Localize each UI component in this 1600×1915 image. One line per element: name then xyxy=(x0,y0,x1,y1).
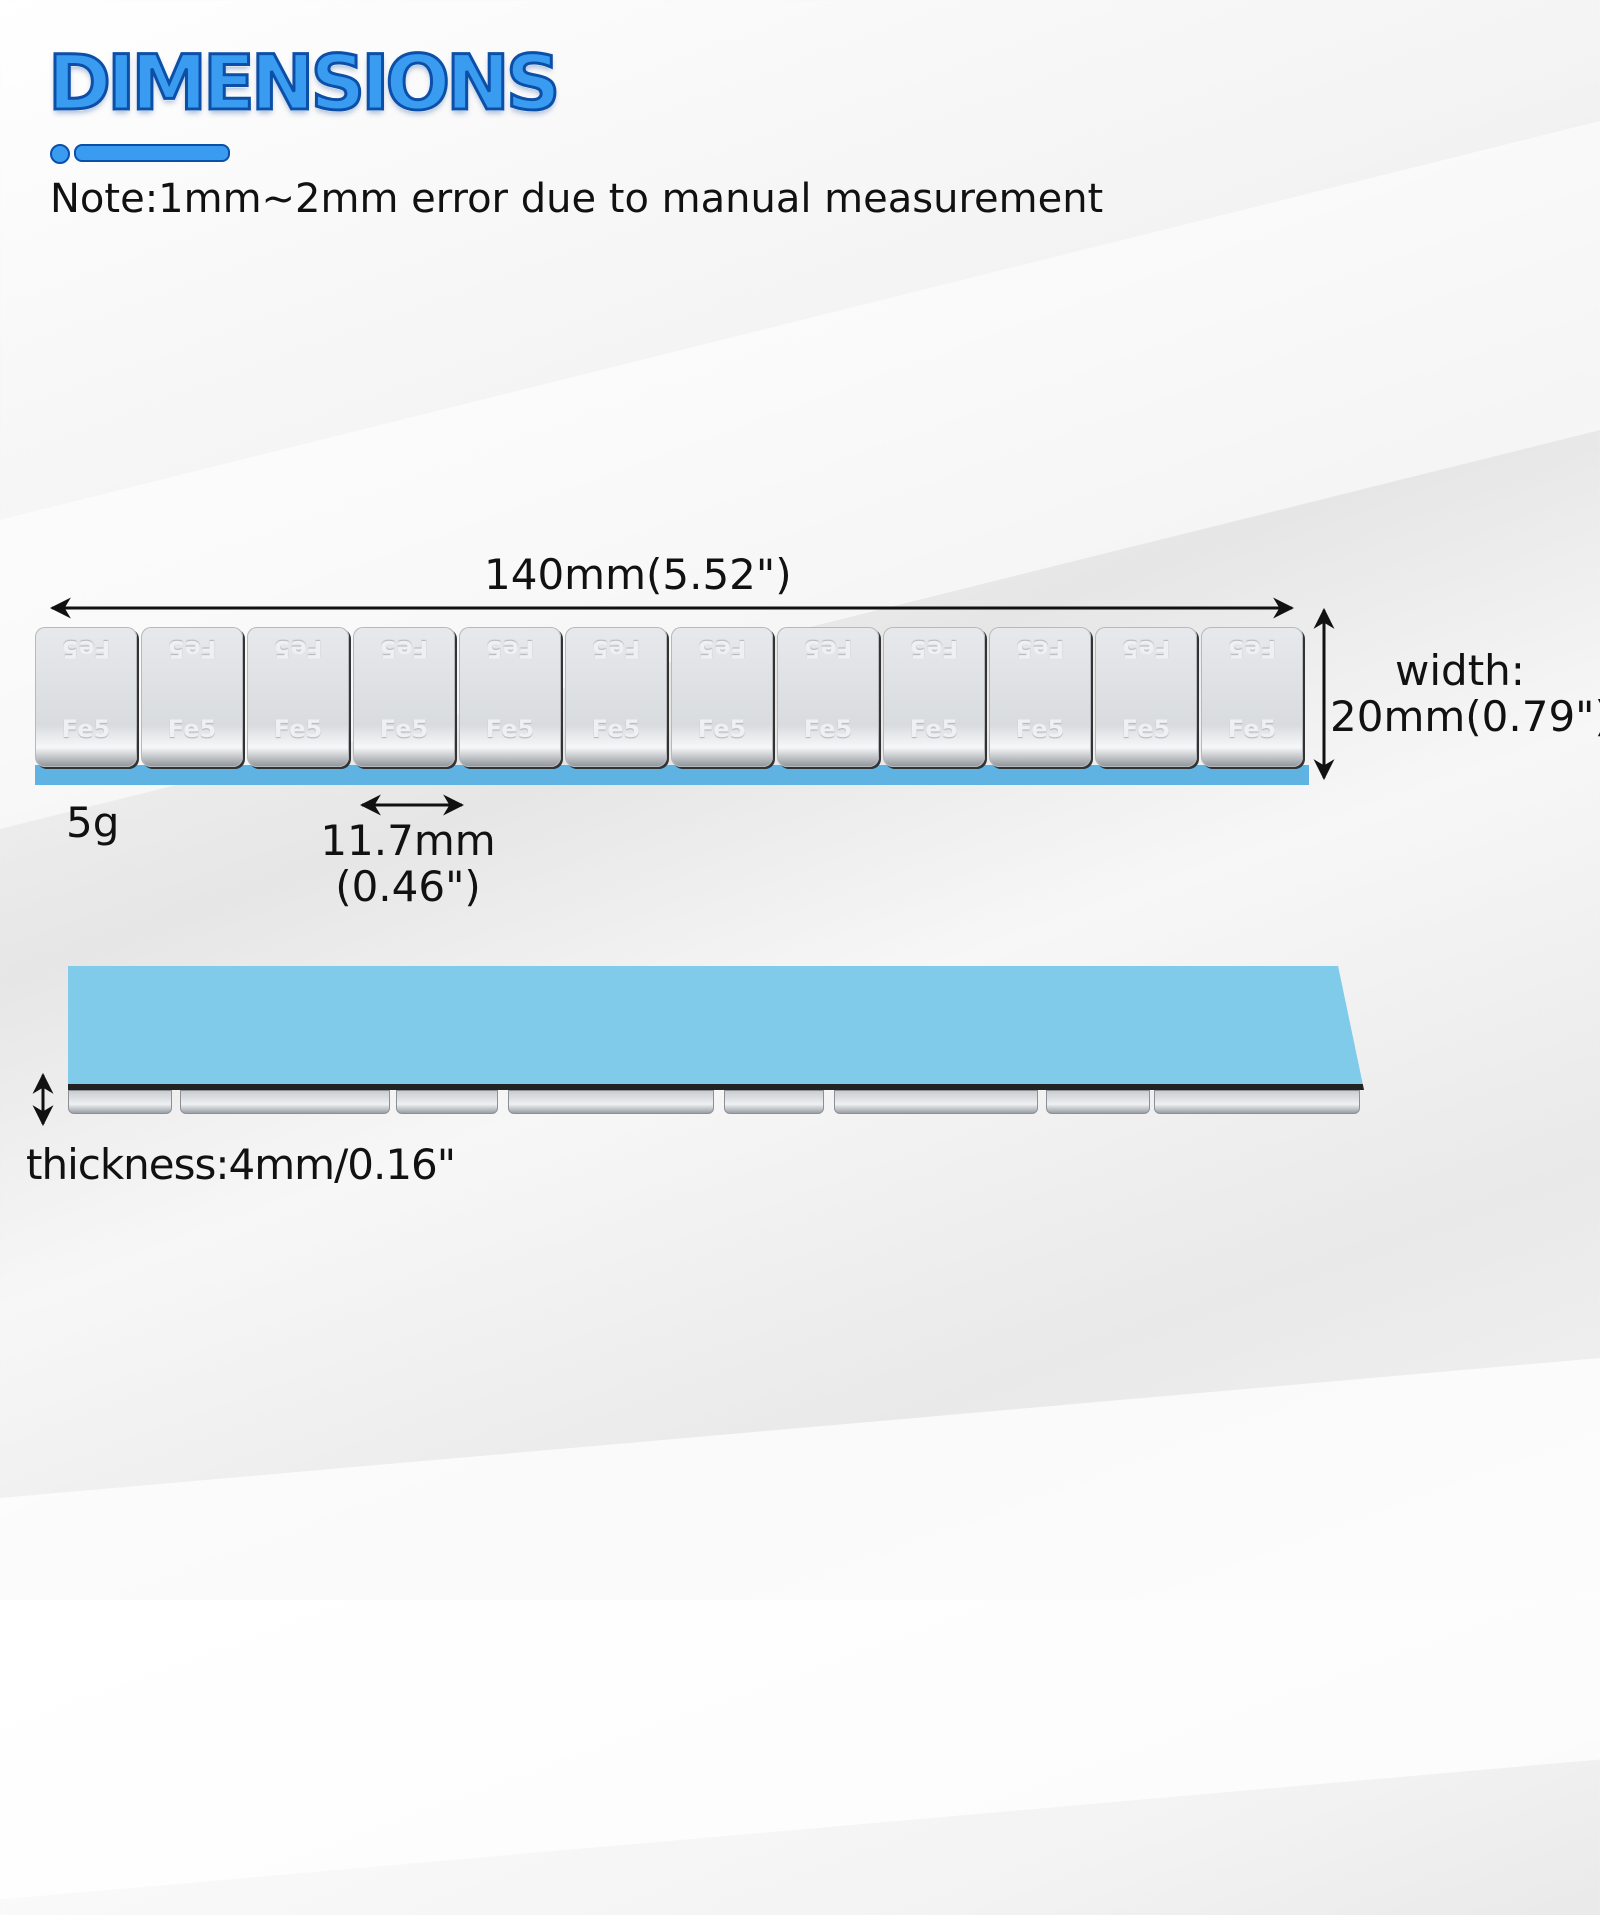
side-metal-segment xyxy=(834,1090,1038,1114)
weight-segment: Fe5 Fe5 xyxy=(353,627,455,767)
weight-segment: Fe5 Fe5 xyxy=(777,627,879,767)
length-label: 140mm(5.52") xyxy=(484,550,792,599)
weight-segment: Fe5 Fe5 xyxy=(671,627,773,767)
segment-stamp: Fe5 xyxy=(1121,635,1171,663)
segment-label-line2: (0.46") xyxy=(335,862,481,912)
segment-stamp: Fe5 xyxy=(803,635,853,663)
weight-label: 5g xyxy=(66,798,120,847)
weight-segment: Fe5 Fe5 xyxy=(1095,627,1197,767)
weight-segment: Fe5 Fe5 xyxy=(565,627,667,767)
segment-stamp: Fe5 xyxy=(1227,715,1277,743)
weight-segment: Fe5 Fe5 xyxy=(247,627,349,767)
measurement-note: Note:1mm~2mm error due to manual measure… xyxy=(50,176,1104,222)
weight-segment: Fe5 Fe5 xyxy=(35,627,137,767)
side-metal-segment xyxy=(68,1090,172,1114)
weight-segment: Fe5 Fe5 xyxy=(989,627,1091,767)
side-metal-segment xyxy=(1154,1090,1360,1114)
segment-stamp: Fe5 xyxy=(697,715,747,743)
width-label-line2: 20mm(0.79") xyxy=(1330,692,1600,742)
adhesive-tape-edge xyxy=(35,765,1309,785)
segment-stamp: Fe5 xyxy=(273,635,323,663)
segment-stamp: Fe5 xyxy=(1015,635,1065,663)
title-decoration-bar xyxy=(74,144,230,162)
segment-stamp: Fe5 xyxy=(61,635,111,663)
weight-segment: Fe5 Fe5 xyxy=(883,627,985,767)
segment-stamp: Fe5 xyxy=(591,635,641,663)
blue-adhesive-tape xyxy=(68,966,1364,1090)
segment-stamp: Fe5 xyxy=(167,635,217,663)
side-metal-segment xyxy=(396,1090,498,1114)
side-metal-segment xyxy=(508,1090,714,1114)
side-metal-segment xyxy=(724,1090,824,1114)
width-label: width: 20mm(0.79") xyxy=(1330,646,1600,742)
segment-stamp: Fe5 xyxy=(1015,715,1065,743)
thickness-label: thickness:4mm/0.16" xyxy=(26,1140,456,1189)
segment-stamp: Fe5 xyxy=(485,635,535,663)
segment-stamp: Fe5 xyxy=(379,715,429,743)
segment-stamp: Fe5 xyxy=(167,715,217,743)
side-metal-segment xyxy=(1046,1090,1150,1114)
title-decoration-dot xyxy=(50,144,70,164)
segment-stamp: Fe5 xyxy=(591,715,641,743)
page-title: DIMENSIONS xyxy=(46,37,561,129)
wheel-weight-strip-top-view: Fe5 Fe5 Fe5 Fe5 Fe5 Fe5 Fe5 Fe5 Fe5 Fe5 Fe5 Fe5 Fe5 F… xyxy=(35,625,1309,785)
segment-stamp: Fe5 xyxy=(61,715,111,743)
weight-segment: Fe5 Fe5 xyxy=(459,627,561,767)
segment-stamp: Fe5 xyxy=(485,715,535,743)
segment-stamp: Fe5 xyxy=(803,715,853,743)
segment-label-line1: 11.7mm xyxy=(320,816,496,865)
weight-segment: Fe5 Fe5 xyxy=(1201,627,1303,767)
side-metal-segment xyxy=(180,1090,390,1114)
width-label-line1: width: xyxy=(1395,646,1525,695)
segment-stamp: Fe5 xyxy=(1227,635,1277,663)
segment-stamp: Fe5 xyxy=(273,715,323,743)
dimension-arrows xyxy=(32,597,1335,1127)
weight-segment: Fe5 Fe5 xyxy=(141,627,243,767)
segment-stamp: Fe5 xyxy=(697,635,747,663)
segment-stamp: Fe5 xyxy=(379,635,429,663)
segment-label: 11.7mm (0.46") xyxy=(318,816,498,912)
segment-stamp: Fe5 xyxy=(909,715,959,743)
segment-stamp: Fe5 xyxy=(909,635,959,663)
metal-segments-edge xyxy=(68,1090,1360,1114)
segment-stamp: Fe5 xyxy=(1121,715,1171,743)
